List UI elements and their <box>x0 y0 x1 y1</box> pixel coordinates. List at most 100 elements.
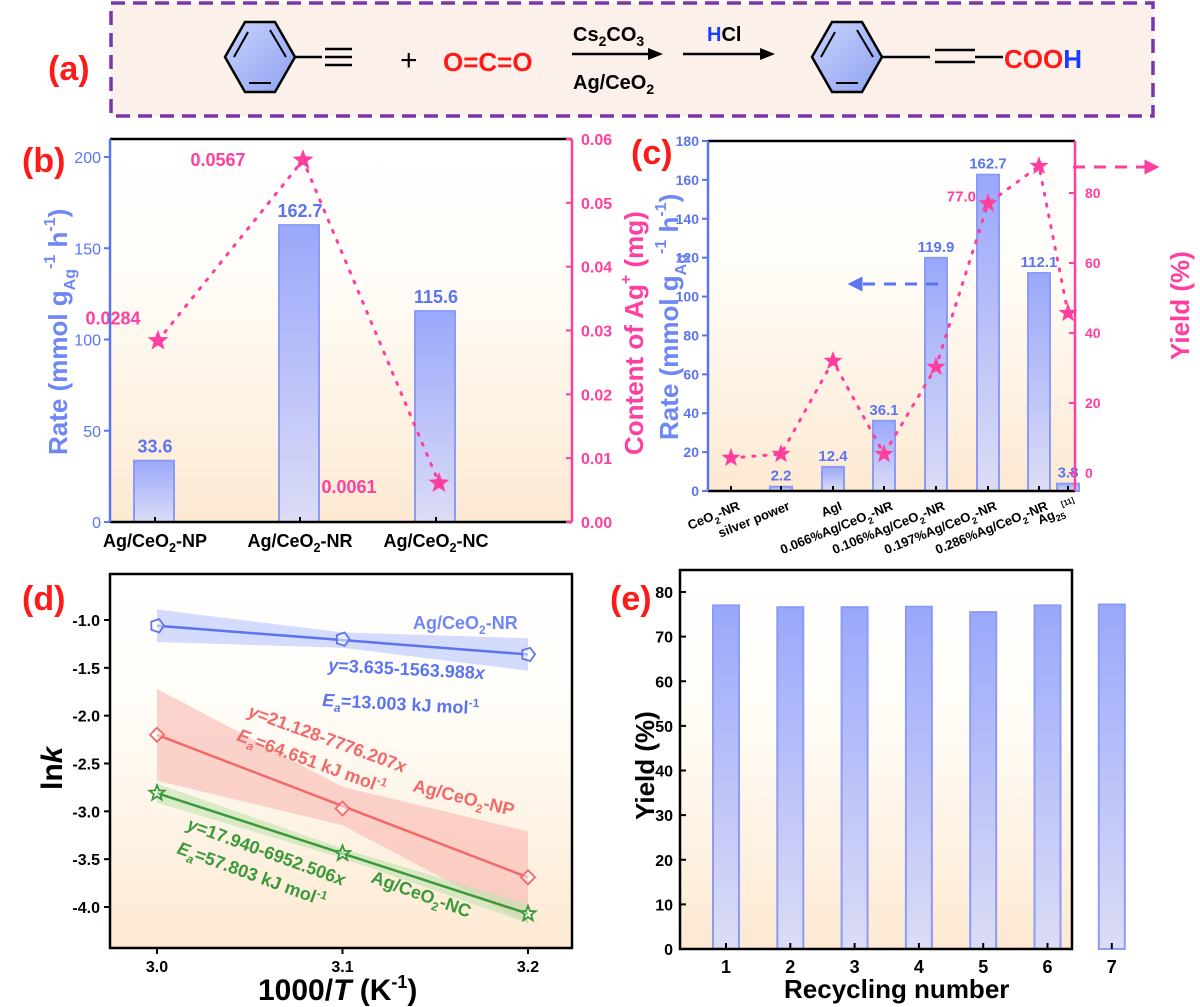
star-marker-c <box>1029 156 1049 175</box>
y2-tick-label-b: 0.01 <box>581 451 612 468</box>
panel-e-label: (e) <box>610 580 652 618</box>
y2-tick-label-c: 20 <box>1085 395 1101 411</box>
y-tick-label-e: 0 <box>664 942 673 959</box>
bar-c <box>1027 272 1051 492</box>
y2-tick-label-b: 0.03 <box>581 324 612 341</box>
y-tick-label-b: 0 <box>92 515 101 532</box>
bar-e-cycle-3 <box>840 606 869 950</box>
y-tick-label-c: 120 <box>676 250 700 266</box>
x-tick-label-e: 2 <box>785 957 795 977</box>
y-tick-label-e: 50 <box>655 719 673 736</box>
bar-value-label-c: 3.8 <box>1058 465 1079 482</box>
frame-e <box>678 568 1074 951</box>
star-value-label-b: 0.0061 <box>321 477 376 497</box>
x-tick-label-d: 3.0 <box>146 959 168 976</box>
x-tick-label-b: Ag/CeO2-NC <box>383 531 488 555</box>
star-marker-b <box>428 472 450 492</box>
bar-e-cycle-1 <box>712 604 740 950</box>
bar-value-label-c: 36.1 <box>869 402 898 419</box>
reagent-ag-ceo2: Ag/CeO2 <box>573 72 654 97</box>
x-tick-label-e: 1 <box>721 957 731 977</box>
data-point-Ag/CeO2-NR <box>521 646 537 663</box>
y-tick-label-b: 100 <box>74 333 101 350</box>
benzene-ring-product <box>810 20 1003 94</box>
y-axis-title-b: Rate (mmol gAg-1 h-1) <box>42 209 79 455</box>
y2-tick-label-c: 0 <box>1085 465 1093 481</box>
y-tick-label-b: 200 <box>74 150 101 167</box>
x-tick-label-e: 4 <box>914 957 924 977</box>
bar-c <box>976 173 1000 492</box>
y-tick-label-e: 30 <box>655 808 673 825</box>
panel-e-chart: 0 10 20 30 40 50 60 70 80 1 2 3 4 5 6 7 (e) Yield (%) R… <box>610 568 1126 1004</box>
x-tick-label-d: 3.1 <box>331 959 353 976</box>
panel-b-label: (b) <box>22 142 65 180</box>
star-marker-b <box>292 149 314 169</box>
y-tick-label-c: 140 <box>676 211 700 227</box>
y2-axis-title-c: Yield (%) <box>1165 251 1195 360</box>
bar-b-Ag/CeO2-NR <box>278 224 320 523</box>
bar-e-cycle-5 <box>969 611 998 950</box>
x-tick-label-d: 3.2 <box>517 959 539 976</box>
y-axis-title-e: Yield (%) <box>630 711 660 820</box>
bar-value-label-c: 119.9 <box>918 239 955 256</box>
panel-d-label: (d) <box>22 580 65 618</box>
frame-d <box>108 572 574 950</box>
x-axis-title-d: 1000/T (K-1) <box>258 972 417 1007</box>
x-axis-title-e: Recycling number <box>784 974 1009 1004</box>
star-value-label-b: 0.0567 <box>190 150 245 170</box>
x-tick-label-b: Ag/CeO2-NP <box>103 531 207 555</box>
y-tick-label-b: 150 <box>74 241 101 258</box>
panel-b-chart: 33.6 162.7 115.6 0.0284 0.0567 0.0061 0 50 100… <box>22 132 649 555</box>
y2-axis-title-b: Content of Ag+ (mg) <box>618 211 649 455</box>
y-tick-label-c: 60 <box>683 366 699 382</box>
data-point-Ag/CeO2-NP <box>148 726 166 744</box>
reagent-cs2co3: Cs2CO3 <box>573 24 644 49</box>
plot-area-b <box>110 139 572 522</box>
star-marker-c <box>771 444 791 463</box>
bar-value-label-b: 162.7 <box>277 201 322 221</box>
data-point-Ag/CeO2-NC <box>146 782 168 802</box>
panel-a-label: (a) <box>48 50 90 88</box>
y-tick-label-e: 80 <box>655 585 673 602</box>
star-value-label-b: 0.0284 <box>85 309 140 329</box>
bar-value-label-c: 112.1 <box>1021 254 1058 271</box>
y-tick-label-c: 180 <box>676 133 700 149</box>
y2-tick-label-c: 40 <box>1085 325 1101 341</box>
data-point-Ag/CeO2-NC <box>517 903 539 923</box>
y-tick-label-e: 40 <box>655 764 673 781</box>
x-tick-label-b: Ag/CeO2-NR <box>247 531 352 555</box>
y-tick-label-d: -2.5 <box>72 757 100 774</box>
y-tick-label-e: 10 <box>655 897 673 914</box>
y-tick-label-c: 40 <box>683 405 699 421</box>
star-value-label-c: 77.0 <box>947 189 976 206</box>
y-tick-label-c: 160 <box>676 172 700 188</box>
star-marker-c <box>874 444 894 463</box>
x-tick-label-e: 6 <box>1042 957 1052 977</box>
bar-c <box>924 256 948 492</box>
y2-tick-label-b: 0.04 <box>581 260 612 277</box>
y2-tick-label-c: 80 <box>1085 185 1101 201</box>
panel-a-reaction-scheme: (a) + O=C=O Cs2CO3 Ag/CeO2 HCl <box>48 1 1155 118</box>
y-tick-label-c: 0 <box>691 483 699 499</box>
y-tick-label-e: 70 <box>655 630 673 647</box>
co2-formula: O=C=O <box>443 47 533 77</box>
bar-value-label-c: 2.2 <box>771 468 792 485</box>
x-tick-label-c: AgI <box>819 498 844 520</box>
data-point-Ag/CeO2-NP <box>334 800 351 817</box>
bar-e-cycle-4 <box>904 605 933 950</box>
star-marker-c <box>823 351 843 370</box>
x-tick-label-e: 3 <box>850 957 860 977</box>
panel-d-chart: -1.0 -1.5 -2.0 -2.5 -3.0 -3.5 -4.0 3.0 3.1 3.2 (d… <box>22 572 574 1007</box>
bar-e-cycle-2 <box>776 606 805 950</box>
y-tick-label-d: -3.5 <box>72 852 100 869</box>
panel-c-chart: 2.2 12.4 36.1 119.9 162.7 112.1 3.8 77.0 0 20 40… <box>631 133 1195 557</box>
data-point-Ag/CeO2-NC <box>332 842 353 862</box>
x-tick-label-group-c: AgI <box>819 498 844 520</box>
reagent-hcl: HCl <box>707 24 741 46</box>
x-tick-label-e: 7 <box>1107 957 1117 977</box>
bar-e-cycle-7 <box>1097 603 1126 950</box>
plot-area-e <box>680 570 1072 949</box>
star-marker-c <box>978 193 998 212</box>
y-tick-label-d: -4.0 <box>72 900 100 917</box>
x-tick-label-e: 5 <box>978 957 988 977</box>
